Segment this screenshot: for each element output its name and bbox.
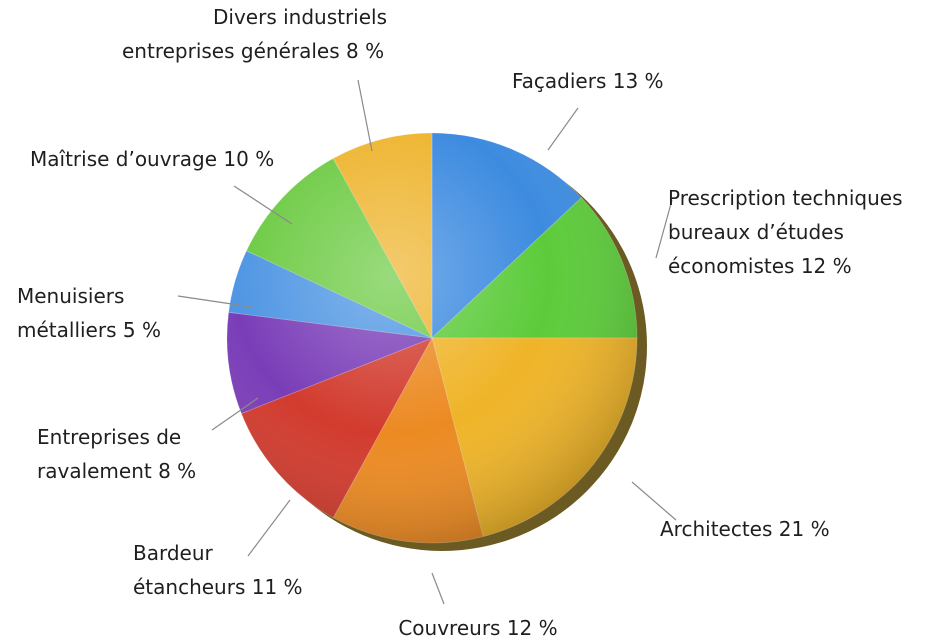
slice-label-7: Maîtrise d’ouvrage 10 % (30, 147, 274, 171)
pie-shading (227, 133, 637, 543)
slice-label-1: Prescription techniques bureaux d’études é… (668, 186, 903, 278)
leader-line-8 (357, 79, 373, 152)
leader-line-3 (431, 572, 445, 605)
leader-line-4 (247, 499, 291, 557)
leader-line-2 (631, 481, 677, 521)
leader-line-0 (547, 107, 579, 151)
slice-label-2: Architectes 21 % (660, 517, 830, 541)
leader-line-1 (655, 199, 673, 259)
slice-label-6: Menuisiers métalliers 5 % (17, 284, 161, 342)
leader-line-7 (233, 185, 293, 225)
slice-label-4: Bardeur étancheurs 11 % (133, 541, 303, 599)
pie-gloss (227, 133, 637, 543)
leader-lines (177, 79, 677, 605)
slice-label-0: Façadiers 13 % (512, 69, 664, 93)
slice-label-8: Divers industriels entreprises générales … (122, 5, 387, 63)
slice-label-5: Entreprises de ravalement 8 % (37, 425, 196, 483)
slice-label-3: Couvreurs 12 % (398, 616, 557, 640)
leader-line-6 (177, 295, 253, 308)
leader-line-5 (211, 397, 259, 431)
slice-labels: Façadiers 13 % Prescription techniques bur… (17, 5, 903, 640)
